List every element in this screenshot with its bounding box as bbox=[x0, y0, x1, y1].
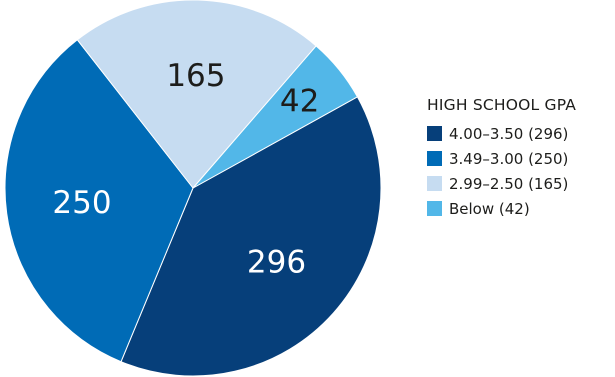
legend-title: HIGH SCHOOL GPA bbox=[427, 96, 577, 114]
legend-label-0: 4.00–3.50 (296) bbox=[449, 124, 569, 143]
legend: HIGH SCHOOL GPA 4.00–3.50 (296) 3.49–3.00… bbox=[427, 96, 613, 221]
slice-value-label-1: 250 bbox=[52, 185, 111, 221]
legend-items: 4.00–3.50 (296) 3.49–3.00 (250) 2.99–2.50 … bbox=[427, 121, 613, 221]
pie-slice-3 bbox=[192, 45, 359, 189]
legend-item-2: 2.99–2.50 (165) bbox=[427, 171, 613, 196]
legend-item-3: Below (42) bbox=[427, 196, 613, 221]
legend-label-3: Below (42) bbox=[449, 199, 530, 218]
slice-value-label-0: 296 bbox=[247, 245, 306, 281]
legend-item-1: 3.49–3.00 (250) bbox=[427, 146, 613, 171]
pie-slice-labels: 296 250 165 42 bbox=[52, 58, 319, 281]
legend-swatch-1 bbox=[427, 151, 442, 166]
pie-slices bbox=[4, 0, 382, 377]
legend-item-0: 4.00–3.50 (296) bbox=[427, 121, 613, 146]
legend-swatch-3 bbox=[427, 201, 442, 216]
slice-value-label-2: 165 bbox=[166, 58, 225, 94]
legend-swatch-2 bbox=[427, 176, 442, 191]
pie-slice-0 bbox=[120, 96, 382, 377]
pie-slice-2 bbox=[76, 0, 317, 189]
slice-value-label-3: 42 bbox=[280, 84, 319, 120]
legend-label-1: 3.49–3.00 (250) bbox=[449, 149, 569, 168]
legend-swatch-0 bbox=[427, 126, 442, 141]
legend-label-2: 2.99–2.50 (165) bbox=[449, 174, 569, 193]
pie-slice-1 bbox=[4, 39, 194, 363]
